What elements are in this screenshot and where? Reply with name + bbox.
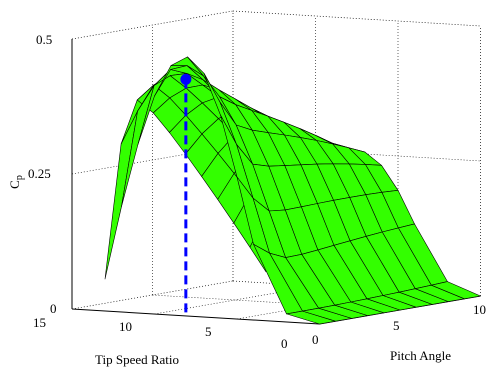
z-axis-label-main: C	[7, 180, 22, 189]
top-back-left-edge	[71, 10, 234, 40]
surface-patch	[104, 110, 138, 280]
y-tick-10: 10	[473, 302, 486, 317]
max-cp-marker-group	[180, 73, 192, 316]
z-axis-label: Cp	[7, 175, 25, 189]
y-tick-5: 5	[393, 318, 400, 333]
x-axis-line	[71, 308, 320, 325]
y-tick-0: 0	[312, 332, 319, 347]
y-axis-label: Pitch Angle	[390, 348, 451, 363]
x-tick-5: 5	[205, 324, 212, 339]
grid-floor-pitch	[152, 294, 401, 311]
max-cp-marker	[180, 73, 192, 85]
surface-patch	[431, 281, 481, 300]
x-tick-15: 15	[33, 315, 46, 330]
z-tick-0: 0	[50, 301, 57, 316]
x-axis-label: Tip Speed Ratio	[95, 352, 179, 367]
z-tick-0.5: 0.5	[36, 32, 52, 47]
svg-text:Cp: Cp	[7, 175, 25, 189]
z-axis-label-sub: p	[14, 175, 25, 180]
top-back-right-edge	[232, 10, 481, 27]
x-tick-10: 10	[119, 319, 132, 334]
grid-floor-lambda	[154, 285, 316, 315]
x-tick-0: 0	[281, 336, 288, 351]
z-tick-0.25: 0.25	[28, 166, 51, 181]
cp-surface	[104, 56, 481, 325]
